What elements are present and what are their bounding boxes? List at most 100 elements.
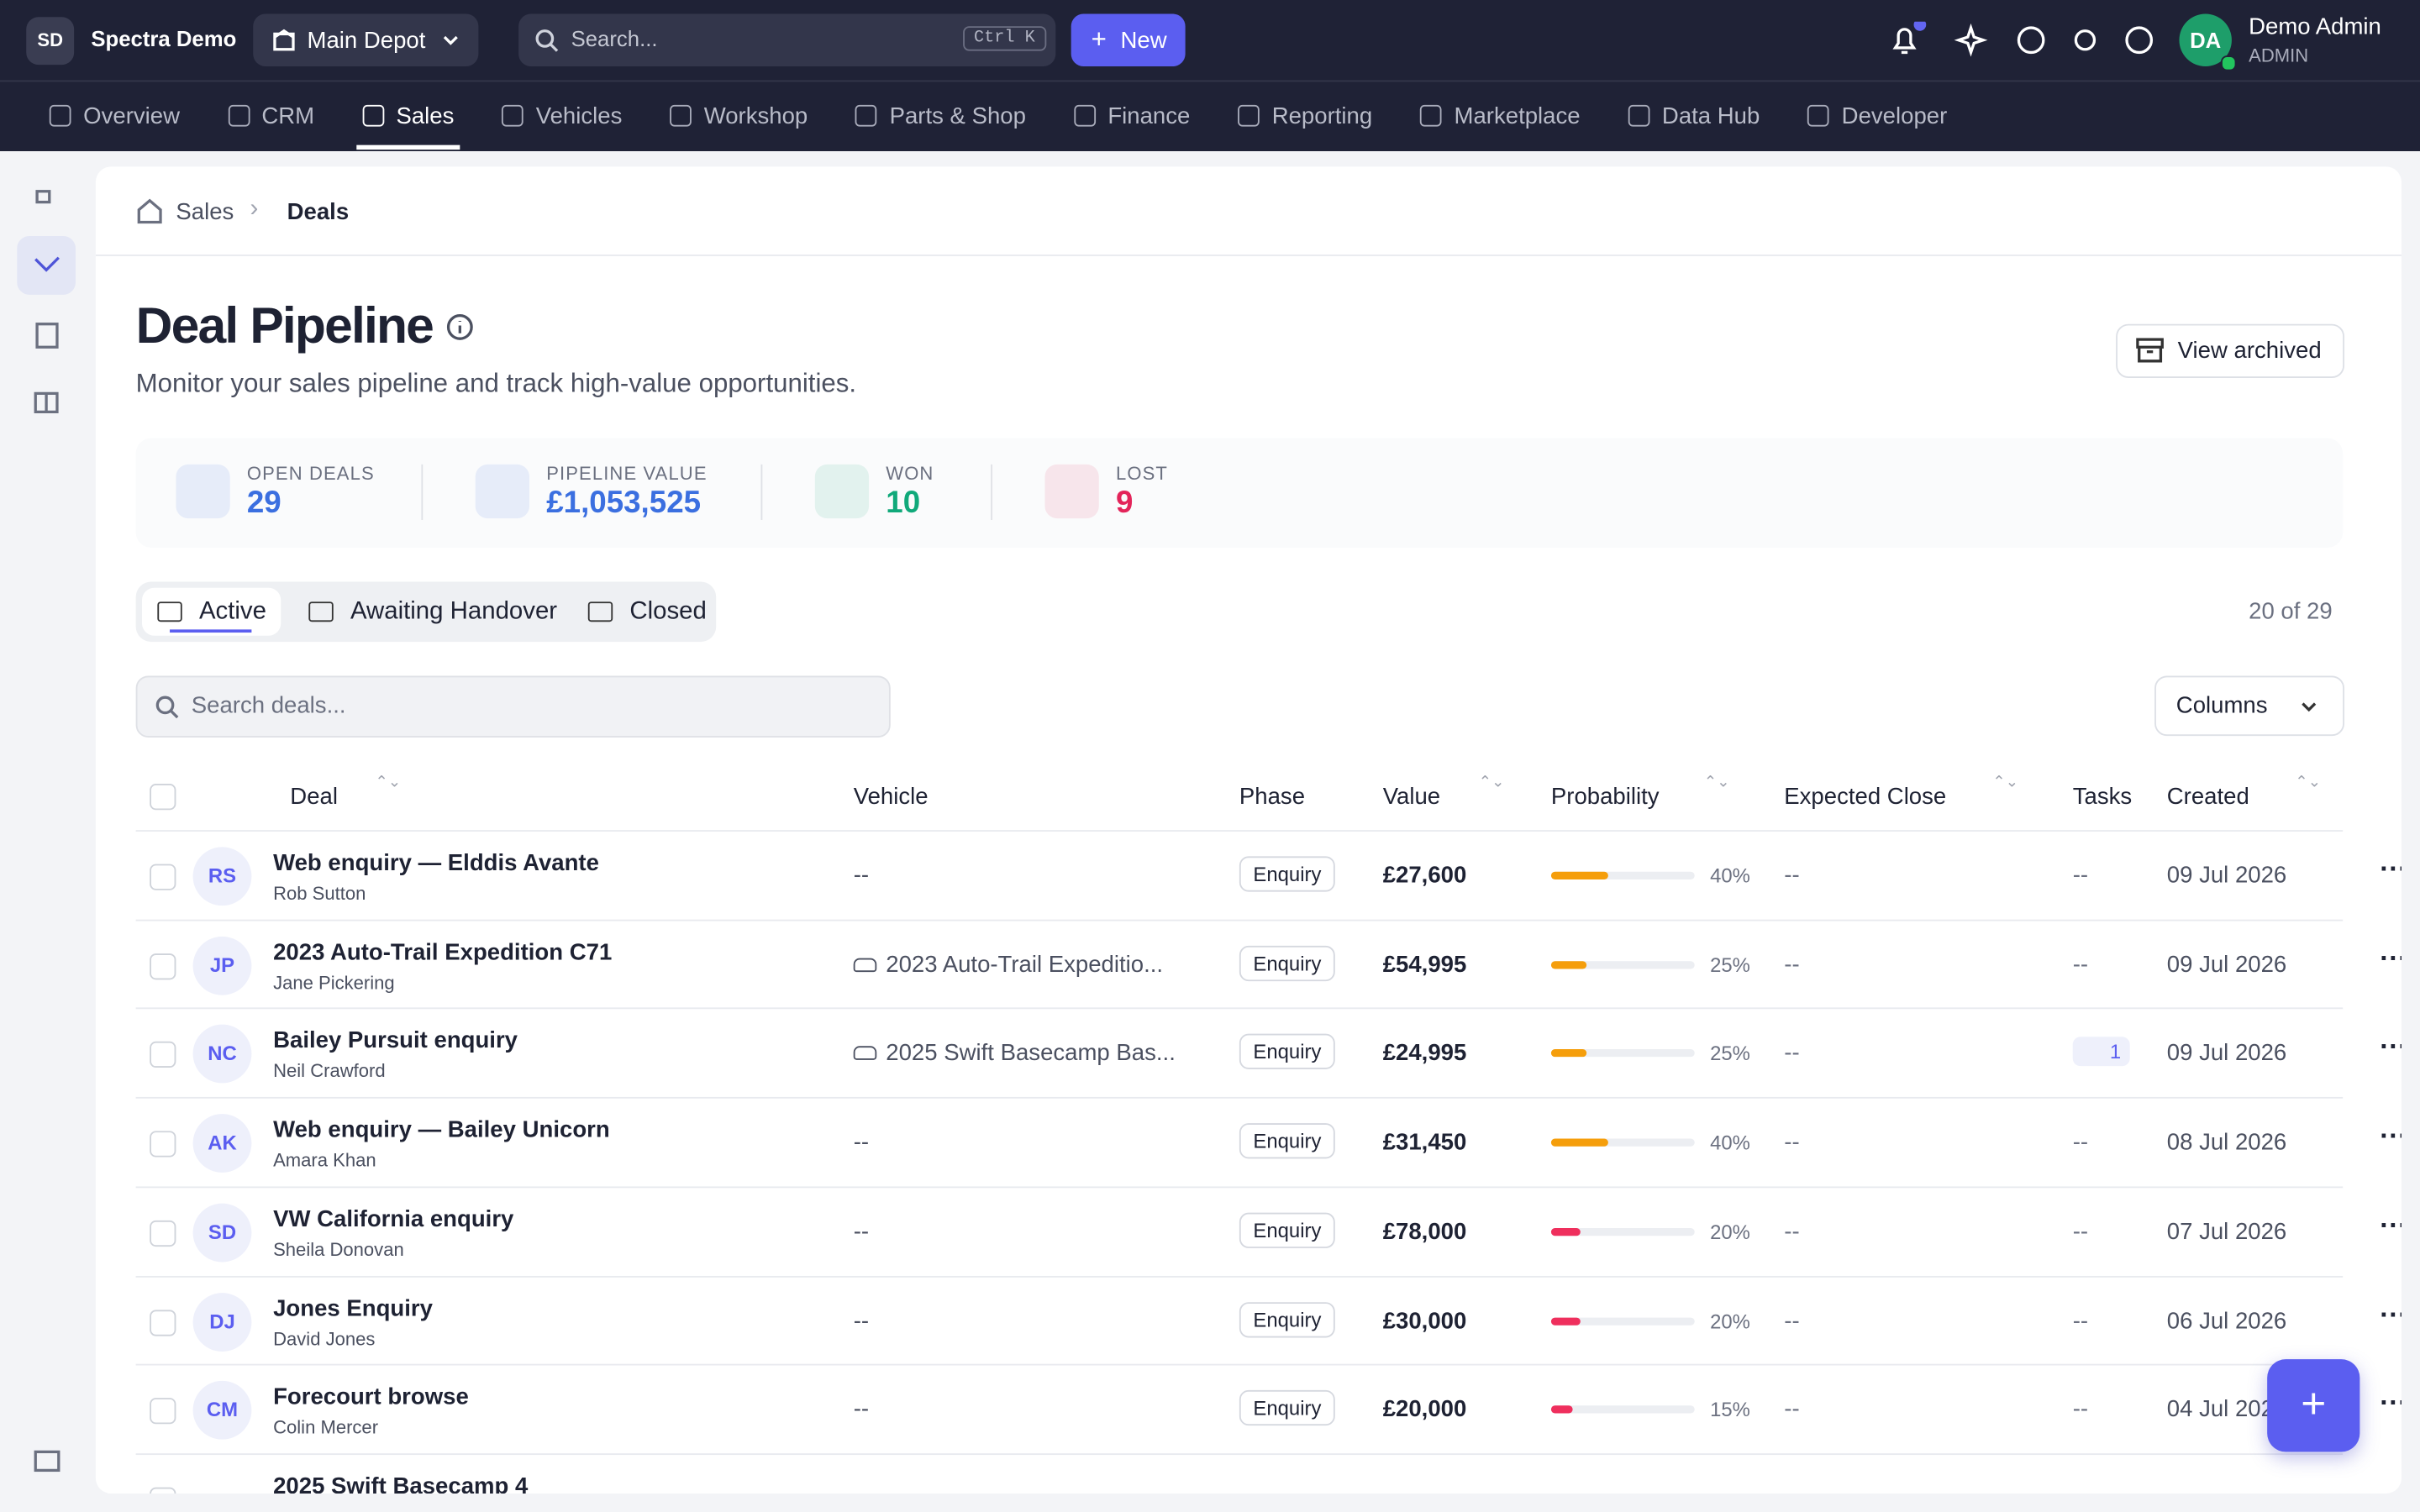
row-checkbox[interactable] [150,1398,176,1425]
sort-icon[interactable]: ⌃⌄ [1992,774,2019,792]
value: £78,000 [1382,1218,1467,1245]
column-header[interactable]: Phase [1239,784,1306,811]
probability-track [1550,1227,1695,1236]
tab[interactable]: Active [198,598,266,625]
sort-icon[interactable]: ⌃⌄ [1703,774,1730,792]
fab[interactable]: + [2267,1359,2360,1452]
probability-bar [1550,1227,1581,1236]
nav-active [355,144,460,150]
column-header[interactable]: Created [2166,784,2249,811]
stat-label: OPEN DEALS [246,463,375,485]
expected-close: -- [1784,1396,1800,1423]
initials: SD [192,1203,252,1263]
row-checkbox[interactable] [150,953,176,979]
depot: Main Depot [307,28,426,55]
tab-icon[interactable] [587,601,613,622]
header-checkbox[interactable] [150,784,176,811]
nav-label: Marketplace [1454,103,1581,130]
row-checkbox[interactable] [150,1220,176,1247]
deal-title[interactable]: Jones Enquiry [273,1294,433,1322]
column-header[interactable]: Tasks [2072,784,2133,811]
probability-track [1550,871,1695,879]
divider [95,255,2402,256]
tasks: -- [2072,1307,2089,1334]
probability-label: 25% [1710,953,1750,977]
page-title: Deal Pipeline [135,296,434,354]
brand[interactable]: Spectra Demo [91,26,237,51]
row: NC Bailey Pursuit enquiry Neil Crawford 202… [135,1008,2402,1098]
column-header[interactable]: Probability [1550,784,1660,811]
tab-icon[interactable] [157,601,182,622]
expected-close: -- [1784,862,1800,889]
stats-card: OPEN DEALS 29 PIPELINE VALUE £1,053,525 WON 1… [135,438,2344,549]
nav-icon [1628,104,1650,127]
row-menu[interactable]: ··· [2380,853,2402,885]
row-checkbox[interactable] [150,1042,176,1068]
top-bar: SD Spectra Demo Main Depot Search... Ctr… [0,0,2420,81]
contact: Neil Crawford [273,1060,386,1083]
global-search[interactable]: Search... Ctrl K [518,13,1056,66]
tab[interactable]: Awaiting Handover [350,598,558,625]
nav-label: Parts & Shop [889,103,1026,130]
column-header[interactable]: Deal [290,784,338,811]
row-checkbox[interactable] [150,864,176,890]
sort-icon[interactable]: ⌃⌄ [1478,774,1505,792]
stat-value: £1,053,525 [546,486,702,520]
sort-icon[interactable]: ⌃⌄ [375,774,402,792]
tab-icon[interactable] [308,601,334,622]
row-menu[interactable]: ··· [2380,1031,2402,1063]
car-icon [853,958,877,972]
row-checkbox[interactable] [150,1309,176,1336]
deal-search[interactable]: Search deals... [135,675,891,738]
breadcrumb-link[interactable]: Sales [176,198,234,226]
row: AK Web enquiry — Bailey Unicorn Amara Khan… [135,1097,2402,1187]
deal-title[interactable]: 2023 Auto-Trail Expedition C71 [273,938,613,966]
row: 2025 Swift Basecamp 4 [135,1453,2344,1494]
expected-close: -- [1784,1218,1800,1245]
view-archived[interactable]: View archived [2116,323,2345,379]
depot-select[interactable]: Main Depot [253,13,479,66]
sort-icon[interactable]: ⌃⌄ [2295,774,2322,792]
deal-title[interactable]: 2025 Swift Basecamp 4 [273,1473,529,1494]
nav-icon [1073,104,1096,127]
probability-label: 15% [1710,1398,1750,1421]
created: 09 Jul 2026 [2166,951,2287,978]
expected-close: -- [1784,1040,1800,1067]
row-checkbox[interactable] [150,1487,176,1494]
page-subtitle: Monitor your sales pipeline and track hi… [135,368,857,398]
sidebar[interactable] [17,177,78,1488]
tasks: -- [2072,1129,2089,1156]
probability-label: 20% [1710,1220,1750,1244]
deal-title[interactable]: Web enquiry — Bailey Unicorn [273,1116,610,1144]
probability-bar [1550,1049,1587,1058]
row-menu[interactable]: ··· [2380,1298,2402,1330]
info-icon[interactable] [446,313,474,341]
columns-button[interactable]: Columns [2154,675,2345,737]
deal-title[interactable]: Web enquiry — Elddis Avante [273,850,599,877]
row-menu[interactable]: ··· [2380,1209,2402,1241]
created: 07 Jul 2026 [2166,1218,2287,1245]
row-menu[interactable]: ··· [2380,1387,2402,1419]
probability-track [1550,960,1695,969]
toolbar-icons[interactable] [1886,21,2179,59]
column-header[interactable]: Value [1382,784,1441,811]
home-icon[interactable] [136,197,164,225]
row: DJ Jones Enquiry David Jones -- Enquiry £30,0… [135,1275,2402,1365]
expected-close: -- [1784,1307,1800,1334]
created: 08 Jul 2026 [2166,1129,2287,1156]
probability-label: 40% [1710,864,1750,888]
deal-title[interactable]: VW California enquiry [273,1205,514,1233]
column-header[interactable]: Vehicle [853,784,929,811]
row-checkbox[interactable] [150,1131,176,1158]
brand-logo[interactable]: SD [26,17,75,66]
tasks[interactable]: 1 [2072,1037,2131,1067]
nav-label: Reporting [1271,103,1373,130]
row-menu[interactable]: ··· [2380,1120,2402,1152]
tab[interactable]: Closed [629,598,707,625]
deal-title[interactable]: Forecourt browse [273,1383,469,1411]
column-header[interactable]: Expected Close [1784,784,1947,811]
row-menu[interactable]: ··· [2380,942,2402,974]
deal-title[interactable]: Bailey Pursuit enquiry [273,1027,518,1055]
phase: Enquiry [1239,856,1335,892]
new-button[interactable]: + New [1071,13,1186,66]
